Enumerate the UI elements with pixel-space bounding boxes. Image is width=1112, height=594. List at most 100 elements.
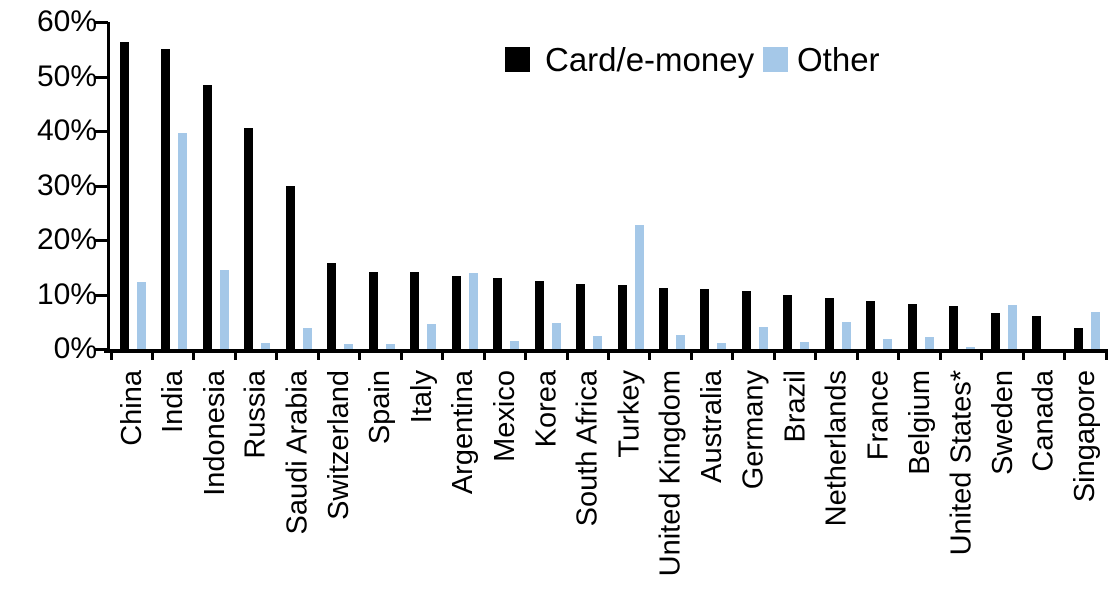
x-axis-tick: [607, 353, 610, 360]
bar-singapore-other: [1090, 311, 1100, 349]
x-axis-tick: [855, 353, 859, 360]
x-axis-tick: [275, 353, 279, 360]
y-axis-label: 0%: [53, 332, 97, 365]
bar-india-card-e-money: [161, 48, 171, 349]
x-axis-tick: [731, 353, 735, 360]
bar-china-other: [137, 281, 146, 349]
x-axis-label-netherlands: Netherlands: [820, 370, 853, 527]
x-axis-label-saudi-arabia: Saudi Arabia: [281, 370, 314, 535]
bar-mexico-card-e-money: [493, 278, 503, 349]
x-axis-label-sweden: Sweden: [986, 370, 1019, 475]
x-axis-label-spain: Spain: [364, 370, 397, 445]
bar-turkey-card-e-money: [617, 284, 627, 349]
x-axis-tick: [897, 353, 901, 360]
x-axis-tick: [689, 353, 693, 360]
y-axis-tick: [95, 75, 108, 79]
x-axis-label-france: France: [861, 370, 894, 461]
bar-canada-card-e-money: [1032, 316, 1042, 349]
bar-indonesia-other: [219, 269, 229, 349]
bar-united-states-other: [966, 347, 976, 349]
x-axis-tick: [814, 353, 818, 360]
y-axis-label: 50%: [36, 59, 97, 93]
x-axis-label-belgium: Belgium: [903, 370, 936, 475]
x-axis-label-singapore: Singapore: [1069, 370, 1102, 503]
bar-singapore-card-e-money: [1073, 328, 1083, 349]
bar-mexico-other: [510, 341, 520, 349]
bar-netherlands-card-e-money: [824, 298, 834, 349]
x-axis-label-indonesia: Indonesia: [198, 370, 231, 496]
bar-united-states-card-e-money: [949, 305, 959, 349]
bar-russia-card-e-money: [244, 127, 254, 349]
x-axis-tick: [648, 353, 652, 360]
x-axis-label-russia: Russia: [240, 370, 273, 459]
x-axis-label-korea: Korea: [530, 370, 563, 448]
x-axis-tick: [316, 353, 320, 360]
x-axis-label-germany: Germany: [737, 370, 770, 490]
x-axis-label-australia: Australia: [696, 370, 729, 483]
x-axis-tick: [565, 353, 569, 360]
bar-france-card-e-money: [866, 301, 876, 349]
bar-australia-other: [717, 343, 727, 349]
x-axis-label-turkey: Turkey: [613, 370, 646, 458]
x-axis-tick: [1063, 353, 1067, 360]
y-axis-tick: [95, 348, 108, 351]
bar-switzerland-card-e-money: [327, 263, 337, 349]
bar-korea-other: [551, 322, 561, 349]
bar-brazil-other: [800, 342, 810, 349]
bar-united-kingdom-other: [675, 334, 685, 349]
legend-swatch-other: [763, 47, 788, 72]
x-axis-tick: [399, 353, 403, 360]
y-axis-label: 40%: [36, 114, 97, 147]
bar-south-africa-card-e-money: [576, 284, 586, 349]
x-axis-line: [104, 349, 1108, 353]
x-axis-tick: [233, 353, 237, 360]
x-axis-label-united-states: United States*: [944, 370, 977, 556]
y-axis-label: 10%: [36, 277, 97, 311]
bar-belgium-other: [924, 337, 934, 349]
y-axis-tick: [95, 293, 108, 297]
bar-italy-other: [427, 323, 437, 349]
bar-italy-card-e-money: [410, 271, 420, 349]
bar-australia-card-e-money: [700, 289, 710, 349]
bar-russia-other: [261, 343, 271, 349]
bar-netherlands-other: [841, 322, 851, 349]
x-axis-label-south-africa: South Africa: [571, 370, 604, 527]
bar-brazil-card-e-money: [783, 294, 793, 349]
y-axis-tick: [95, 239, 108, 242]
y-axis-label: 20%: [36, 223, 97, 256]
bar-sweden-other: [1007, 304, 1017, 349]
x-axis-tick: [772, 353, 776, 360]
x-axis-tick: [1104, 353, 1108, 360]
y-axis-tick: [95, 21, 108, 24]
x-axis-tick: [150, 353, 154, 360]
bar-indonesia-card-e-money: [202, 85, 212, 349]
y-axis-tick: [95, 184, 108, 188]
y-axis-tick: [95, 130, 108, 133]
bar-korea-card-e-money: [534, 281, 544, 349]
x-axis-label-switzerland: Switzerland: [323, 370, 356, 520]
bar-germany-other: [758, 326, 768, 349]
legend-swatch-card-e-money: [505, 47, 530, 72]
x-axis-tick: [192, 353, 196, 360]
bar-spain-other: [385, 343, 395, 349]
x-axis-tick: [938, 353, 942, 360]
x-axis-tick: [482, 353, 486, 360]
bar-spain-card-e-money: [368, 271, 378, 349]
bar-united-kingdom-card-e-money: [658, 287, 668, 349]
x-axis-label-china: China: [115, 370, 148, 446]
x-axis-label-mexico: Mexico: [488, 370, 521, 462]
x-axis-tick: [524, 353, 528, 360]
bar-south-africa-other: [593, 335, 603, 349]
bar-turkey-other: [634, 224, 644, 349]
x-axis-tick: [1021, 353, 1025, 360]
y-axis-label: 30%: [36, 168, 97, 202]
x-axis-tick: [441, 353, 445, 360]
bar-france-other: [883, 339, 893, 349]
legend-label-other: Other: [797, 41, 880, 78]
x-axis-tick: [980, 353, 984, 360]
bar-india-other: [178, 132, 188, 349]
bar-argentina-other: [468, 273, 478, 349]
bar-saudi-arabia-card-e-money: [285, 186, 295, 349]
bar-switzerland-other: [344, 344, 354, 349]
